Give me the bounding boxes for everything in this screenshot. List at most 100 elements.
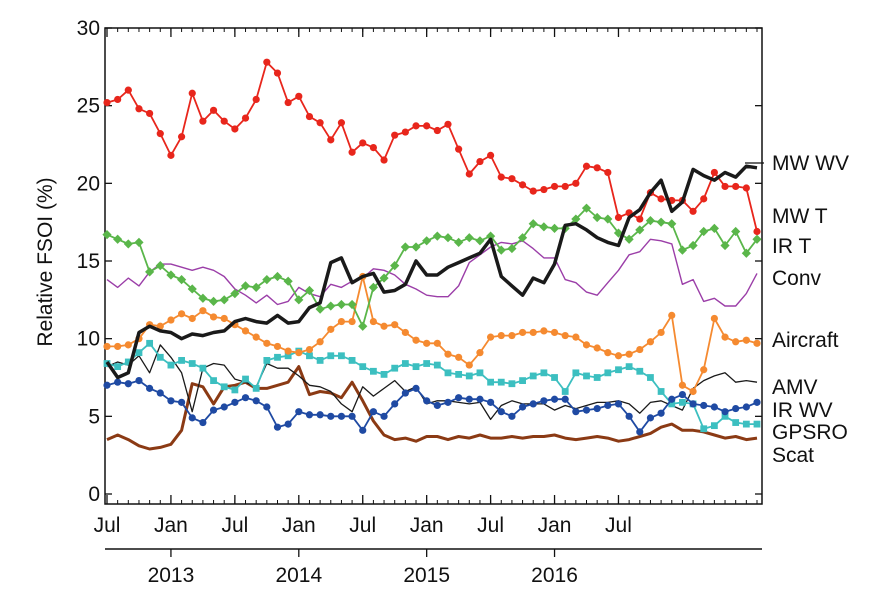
data-point-gpsro xyxy=(156,353,164,361)
data-point-ir-wv xyxy=(337,412,346,420)
data-point-gpsro xyxy=(604,369,612,377)
data-point-gpsro xyxy=(742,420,750,428)
data-point-mw-wv xyxy=(721,182,729,191)
data-point-ir-wv xyxy=(710,403,718,411)
data-point-ir-t xyxy=(624,234,634,244)
data-point-gpsro xyxy=(625,363,633,371)
data-point-gpsro xyxy=(615,366,622,374)
data-point-aircraft xyxy=(614,352,623,360)
data-point-mw-wv xyxy=(700,195,708,203)
data-point-mw-wv xyxy=(476,157,484,166)
data-point-mw-wv xyxy=(209,106,218,114)
data-point-ir-t xyxy=(113,234,123,244)
y-tick-label: 25 xyxy=(77,95,100,118)
data-point-ir-t xyxy=(411,242,421,252)
series-line-scat xyxy=(106,365,758,451)
data-point-mw-wv xyxy=(135,105,143,113)
data-point-ir-t xyxy=(635,225,645,235)
data-point-gpsro xyxy=(465,372,473,380)
legend-aircraft: Aircraft xyxy=(772,329,839,352)
data-point-mw-wv xyxy=(742,184,750,192)
data-point-ir-wv xyxy=(177,398,186,406)
data-point-ir-t xyxy=(613,228,624,238)
data-point-ir-t xyxy=(709,223,719,233)
data-point-gpsro xyxy=(391,364,399,372)
data-point-aircraft xyxy=(476,349,484,357)
data-point-ir-t xyxy=(731,226,741,237)
data-point-ir-t xyxy=(454,237,464,247)
data-point-ir-t xyxy=(517,233,528,243)
data-point-mw-wv xyxy=(582,162,591,170)
y-tick-label: 30 xyxy=(77,17,100,40)
data-point-mw-wv xyxy=(455,145,463,153)
data-point-ir-t xyxy=(208,296,219,306)
data-point-ir-wv xyxy=(518,403,527,411)
data-point-ir-t xyxy=(741,248,751,258)
data-point-ir-t xyxy=(379,273,389,283)
data-point-ir-t xyxy=(390,261,400,271)
x-tick-label: Jan xyxy=(282,514,316,537)
data-point-gpsro xyxy=(210,377,217,385)
data-point-ir-t xyxy=(699,226,709,237)
data-point-ir-wv xyxy=(369,408,377,416)
series-line-amv xyxy=(106,344,758,421)
year-label: 2015 xyxy=(403,564,450,587)
data-point-aircraft xyxy=(156,322,164,330)
data-point-mw-wv xyxy=(273,69,282,77)
data-point-ir-t xyxy=(667,219,677,229)
data-point-gpsro xyxy=(135,349,143,357)
series-line-conv xyxy=(106,238,758,307)
data-point-ir-t xyxy=(688,240,698,251)
data-point-aircraft xyxy=(124,341,132,349)
data-point-mw-wv xyxy=(465,170,473,178)
data-point-gpsro xyxy=(242,375,249,383)
data-point-aircraft xyxy=(700,366,708,374)
legend-conv: Conv xyxy=(772,267,822,290)
data-point-gpsro xyxy=(146,339,154,347)
data-point-gpsro xyxy=(636,367,644,375)
x-tick-label: Jul xyxy=(605,514,632,537)
data-point-ir-wv xyxy=(657,409,665,417)
data-point-ir-wv xyxy=(401,389,409,397)
data-point-aircraft xyxy=(252,333,260,341)
data-point-gpsro xyxy=(167,361,175,369)
data-point-mw-wv xyxy=(614,213,623,222)
data-point-aircraft xyxy=(177,310,186,318)
x-tick-label: Jan xyxy=(154,514,188,537)
data-point-aircraft xyxy=(732,338,740,346)
data-point-gpsro xyxy=(433,361,441,369)
data-point-mw-wv xyxy=(124,86,132,94)
x-tick-label: Jul xyxy=(94,514,121,537)
data-point-aircraft xyxy=(188,314,196,323)
data-point-ir-t xyxy=(219,295,229,305)
legend-gpsro: GPSRO xyxy=(772,421,848,444)
y-tick-label: 15 xyxy=(77,250,100,273)
y-tick-label: 20 xyxy=(77,172,100,195)
data-point-mw-wv xyxy=(167,151,175,159)
data-point-aircraft xyxy=(444,350,452,358)
data-point-ir-wv xyxy=(199,418,207,427)
data-point-ir-wv xyxy=(572,408,580,416)
data-point-ir-wv xyxy=(295,408,303,416)
data-point-ir-wv xyxy=(444,398,452,406)
data-point-ir-wv xyxy=(614,400,623,408)
data-point-mw-wv xyxy=(710,168,718,177)
x-tick-label: Jan xyxy=(538,514,572,537)
data-point-ir-wv xyxy=(209,406,218,414)
series-mw-t xyxy=(105,164,758,380)
data-point-mw-wv xyxy=(177,133,186,141)
data-point-ir-wv xyxy=(646,414,655,422)
data-point-gpsro xyxy=(114,363,122,371)
data-point-aircraft xyxy=(209,313,218,321)
data-point-gpsro xyxy=(583,372,590,380)
data-point-mw-wv xyxy=(433,126,441,135)
data-point-gpsro xyxy=(338,352,345,360)
x-tick-label: Jan xyxy=(410,514,444,537)
data-point-ir-wv xyxy=(156,389,164,397)
data-point-ir-wv xyxy=(423,397,431,405)
data-point-ir-wv xyxy=(604,401,612,410)
data-point-ir-wv xyxy=(135,377,143,385)
series-conv xyxy=(106,238,758,307)
data-point-ir-t xyxy=(475,236,485,246)
